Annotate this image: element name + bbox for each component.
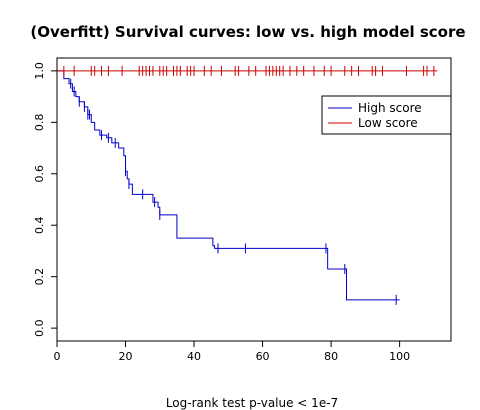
y-tick-label: 0.2: [33, 268, 46, 286]
y-tick-label: 0.6: [33, 165, 46, 183]
series-layer: [57, 65, 438, 305]
y-tick-label: 0.8: [33, 114, 46, 131]
legend-label-high: High score: [358, 101, 422, 115]
x-axis: 0 20 40 60 80 100: [54, 341, 410, 363]
y-tick-label: 1.0: [33, 62, 46, 80]
x-axis-label: Log-rank test p-value < 1e-7: [166, 396, 338, 410]
legend: High score Low score: [321, 95, 452, 135]
plot-frame: [56, 57, 452, 342]
y-tick-label: 0.0: [33, 319, 46, 337]
y-tick-label: 0.4: [33, 216, 46, 234]
x-tick-label: 80: [324, 350, 338, 363]
x-tick-label: 60: [256, 350, 270, 363]
x-tick-label: 40: [187, 350, 201, 363]
x-tick-label: 100: [389, 350, 410, 363]
chart-title: (Overfitt) Survival curves: low vs. high…: [30, 23, 465, 41]
x-tick-label: 0: [54, 350, 61, 363]
x-tick-label: 20: [119, 350, 133, 363]
legend-label-low: Low score: [358, 116, 418, 130]
y-axis: 0.0 0.2 0.4 0.6 0.8 1.0: [33, 62, 57, 337]
legend-box: [321, 95, 452, 135]
